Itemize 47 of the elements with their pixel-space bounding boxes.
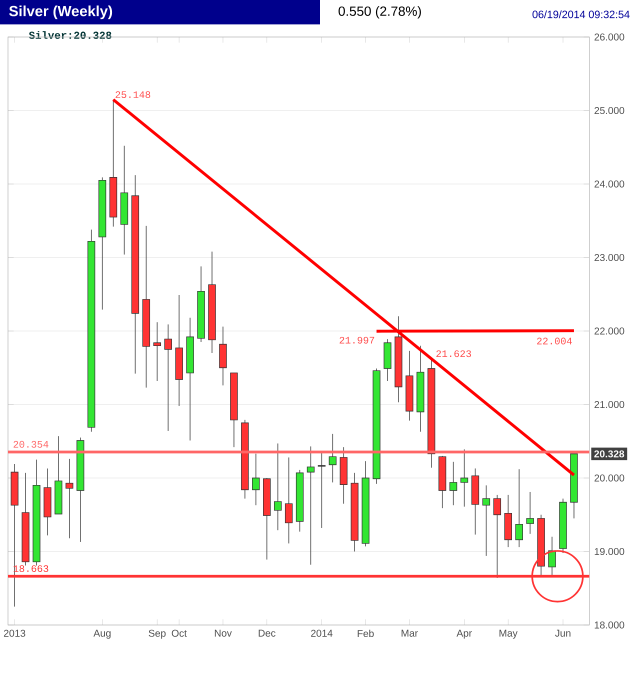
x-tick-label: Feb (358, 630, 374, 638)
x-tick-label: Nov (214, 630, 232, 637)
candlestick (526, 492, 534, 534)
candlestick (274, 443, 282, 531)
y-tick-label: 18.000 (594, 621, 624, 629)
annotation: 21.623 (436, 350, 472, 358)
y-tick-label: 22.000 (594, 327, 624, 335)
annotation: 20.328 (594, 450, 624, 458)
y-tick-label: 23.000 (594, 254, 624, 262)
x-tick-label: 2013 (4, 630, 26, 637)
x-tick-label: May (500, 630, 518, 639)
chart-title: Silver (Weekly) (9, 6, 112, 20)
x-tick-label: Jun (555, 630, 570, 637)
candlestick (318, 452, 326, 528)
candlestick (252, 453, 260, 506)
x-tick-label: Sep (148, 630, 166, 639)
candlestick (460, 448, 468, 508)
chart-subtitle: 0.550 (2.78%) (338, 6, 421, 19)
candlestick (164, 324, 172, 432)
y-tick-label: 19.000 (594, 548, 624, 556)
y-tick-label: 21.000 (594, 400, 624, 408)
ref-line-label: 20.354 (14, 440, 48, 448)
x-tick-label: 2014 (311, 630, 333, 637)
x-tick-label: Aug (93, 630, 111, 639)
candlestick (482, 484, 490, 556)
x-tick-label: Dec (258, 630, 276, 637)
y-tick-label: 24.000 (594, 180, 624, 188)
annotation: 21.997 (340, 336, 374, 344)
candlestick (66, 458, 74, 539)
x-tick-label: Apr (456, 630, 472, 639)
candlestick (153, 322, 162, 382)
candlestick (515, 468, 523, 548)
x-tick-label: Mar (402, 630, 418, 637)
annotation: Silver:20.328 (28, 31, 112, 39)
y-tick-label: 26.000 (594, 33, 624, 41)
x-tick-label: Oct (172, 630, 187, 637)
candlestick (306, 446, 315, 566)
y-tick-label: 25.000 (594, 106, 624, 114)
candlestick (328, 434, 337, 483)
annotation: 22.004 (537, 338, 572, 344)
annotation: 25.148 (116, 91, 150, 98)
candlestick (548, 536, 556, 576)
candlestick (284, 457, 293, 544)
y-tick-label: 20.000 (594, 474, 624, 482)
candlestick (449, 461, 458, 506)
text: 06/19/2014 09:32:54 (532, 10, 630, 18)
candlestick (219, 326, 227, 386)
